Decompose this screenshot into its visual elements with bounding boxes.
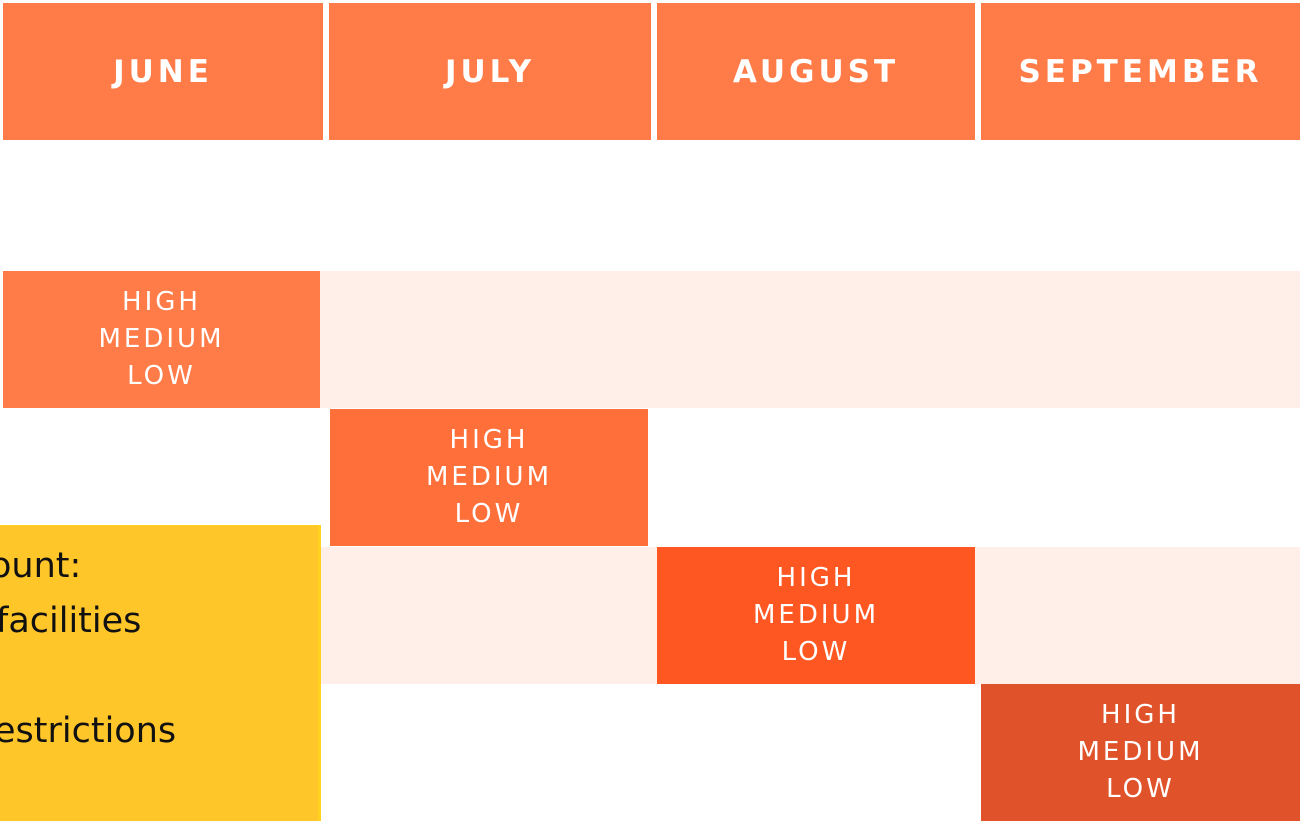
- level-text: MEDIUM: [1077, 737, 1204, 767]
- legend-box: ount: facilities estrictions: [0, 525, 321, 821]
- legend-text: ount:: [0, 546, 82, 586]
- legend-text: facilities: [0, 601, 142, 641]
- legend-text: estrictions: [0, 711, 177, 751]
- level-text: LOW: [1106, 774, 1175, 804]
- level-text: LOW: [781, 637, 851, 667]
- level-text: MEDIUM: [98, 324, 225, 354]
- level-cell: HIGH MEDIUM LOW: [657, 547, 975, 684]
- level-cell: HIGH MEDIUM LOW: [981, 684, 1300, 821]
- level-text: HIGH: [1101, 700, 1180, 730]
- month-header: AUGUST: [657, 3, 975, 140]
- row-band: [320, 271, 1300, 408]
- level-text: HIGH: [449, 425, 529, 455]
- level-cell: HIGH MEDIUM LOW: [330, 409, 648, 546]
- month-header: SEPTEMBER: [981, 3, 1300, 140]
- level-text: HIGH: [776, 563, 856, 593]
- level-text: LOW: [454, 499, 524, 529]
- level-text: MEDIUM: [425, 462, 552, 492]
- level-cell: HIGH MEDIUM LOW: [3, 271, 320, 408]
- level-text: MEDIUM: [752, 600, 879, 630]
- month-header: JUNE: [3, 3, 323, 140]
- month-header: JULY: [329, 3, 651, 140]
- level-text: HIGH: [122, 287, 201, 317]
- level-text: LOW: [127, 361, 196, 391]
